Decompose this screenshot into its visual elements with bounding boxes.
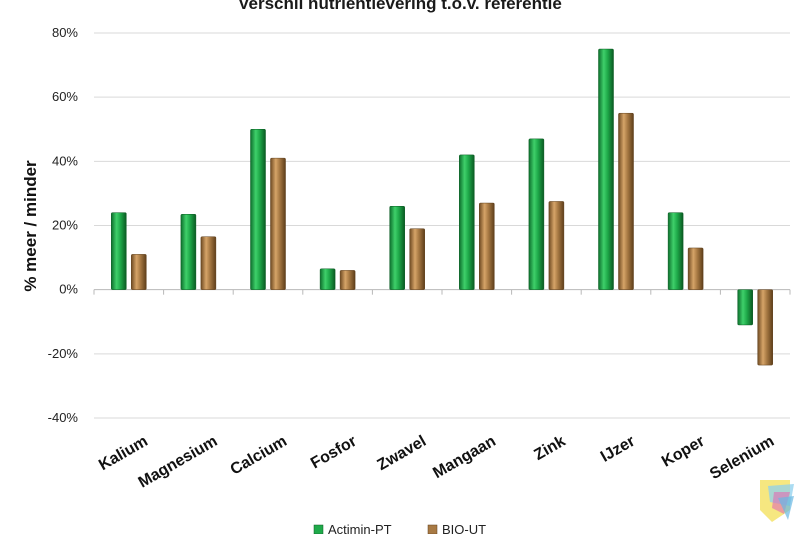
- bar-actimin-pt-fosfor: [319, 268, 336, 290]
- bar-actimin-pt-calcium: [250, 129, 266, 290]
- x-tick-label: IJzer: [598, 433, 638, 466]
- legend-swatch: [427, 524, 438, 534]
- y-axis-ticks: 80% 60% 40% 20% 0% -20% -40%: [48, 25, 79, 425]
- bar-actimin-pt-magnesium: [180, 214, 197, 290]
- x-tick-label: Fosfor: [308, 433, 360, 473]
- bar-actimin-pt-ijzer: [598, 48, 614, 290]
- x-tick-label: Mangaan: [430, 433, 499, 482]
- x-tick-label: Zwavel: [374, 433, 429, 474]
- bar-actimin-pt-kalium: [111, 212, 127, 290]
- chart-title: Verschil nutriëntlevering t.o.v. referen…: [238, 0, 562, 13]
- legend: Actimin-PT BIO-UT: [313, 522, 486, 534]
- bar-bio-ut-calcium: [270, 157, 286, 290]
- y-axis-label: % meer / minder: [21, 160, 40, 292]
- bar-bio-ut-magnesium: [200, 236, 217, 290]
- bar-actimin-pt-koper: [667, 212, 684, 290]
- gridlines: [93, 32, 791, 419]
- bar-bio-ut-zink: [548, 201, 565, 290]
- legend-label: BIO-UT: [442, 522, 486, 534]
- bar-actimin-pt-zwavel: [389, 206, 405, 290]
- y-tick-label: 40%: [52, 153, 78, 168]
- legend-swatch: [313, 524, 324, 534]
- bar-actimin-pt-selenium: [737, 289, 753, 326]
- bar-actimin-pt-zink: [528, 138, 545, 290]
- bars: [111, 48, 773, 366]
- x-tick-label: Kalium: [96, 433, 151, 474]
- bar-bio-ut-zwavel: [409, 228, 425, 290]
- x-tick-label: Koper: [659, 433, 708, 471]
- y-tick-label: -40%: [48, 410, 79, 425]
- y-tick-label: 60%: [52, 89, 78, 104]
- x-tick-label: Magnesium: [136, 433, 221, 492]
- bar-bio-ut-selenium: [757, 289, 773, 366]
- x-tick-label: Zink: [531, 433, 568, 464]
- x-tick-label: Selenium: [707, 433, 777, 483]
- bar-bio-ut-koper: [687, 247, 704, 290]
- y-tick-label: 0%: [59, 282, 78, 297]
- bar-actimin-pt-mangaan: [459, 154, 475, 290]
- legend-label: Actimin-PT: [328, 522, 392, 534]
- y-tick-label: 80%: [52, 25, 78, 40]
- x-tick-label: Calcium: [228, 433, 290, 479]
- logo-icon: [760, 480, 794, 522]
- bar-bio-ut-kalium: [131, 254, 147, 290]
- y-tick-label: 20%: [52, 218, 78, 233]
- bar-bio-ut-mangaan: [479, 202, 495, 290]
- bar-bio-ut-fosfor: [339, 270, 356, 290]
- y-tick-label: -20%: [48, 346, 79, 361]
- bar-bio-ut-ijzer: [618, 112, 634, 290]
